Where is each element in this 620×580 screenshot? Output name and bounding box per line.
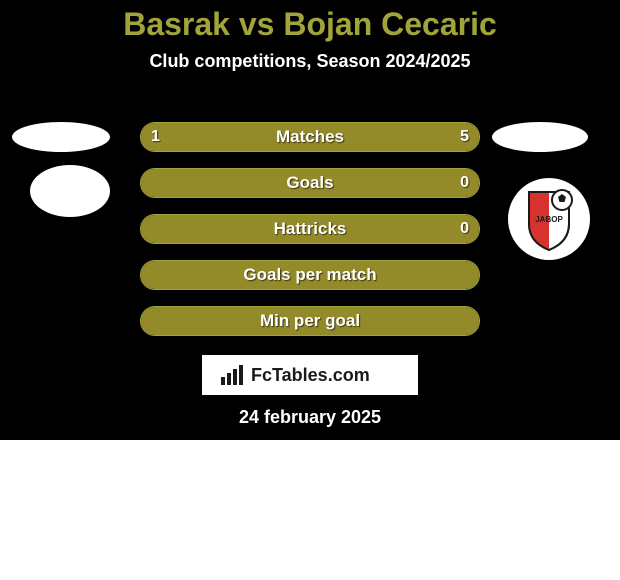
stat-bar-label: Goals per match [141, 261, 479, 289]
fctables-logo: FcTables.com [202, 355, 418, 395]
page-subtitle: Club competitions, Season 2024/2025 [0, 51, 620, 72]
stat-bars: 1 Matches 5 Goals 0 Hattricks 0 Goals pe… [140, 122, 480, 352]
stat-bar-label: Hattricks [141, 215, 479, 243]
stat-bar-matches: 1 Matches 5 [140, 122, 480, 152]
stat-bar-goals-per-match: Goals per match [140, 260, 480, 290]
player-right-badge [492, 122, 588, 152]
stat-bar-right-value: 0 [460, 169, 469, 197]
stat-bar-goals: Goals 0 [140, 168, 480, 198]
svg-text:FcTables.com: FcTables.com [251, 365, 370, 385]
club-right-emblem-icon: JABOP [514, 184, 584, 254]
stat-bar-hattricks: Hattricks 0 [140, 214, 480, 244]
stat-bar-min-per-goal: Min per goal [140, 306, 480, 336]
club-left-badge [30, 165, 110, 217]
page-title: Basrak vs Bojan Cecaric [0, 0, 620, 43]
fctables-logo-icon: FcTables.com [215, 361, 405, 389]
stat-bar-label: Goals [141, 169, 479, 197]
club-right-emblem-text: JABOP [535, 215, 563, 224]
comparison-date: 24 february 2025 [0, 407, 620, 428]
stat-bar-label: Matches [141, 123, 479, 151]
club-right-badge: JABOP [508, 178, 590, 260]
comparison-panel: Basrak vs Bojan Cecaric Club competition… [0, 0, 620, 440]
stat-bar-right-value: 0 [460, 215, 469, 243]
blank-below [0, 440, 620, 580]
stat-bar-right-value: 5 [460, 123, 469, 151]
stat-bar-label: Min per goal [141, 307, 479, 335]
player-left-badge [12, 122, 110, 152]
